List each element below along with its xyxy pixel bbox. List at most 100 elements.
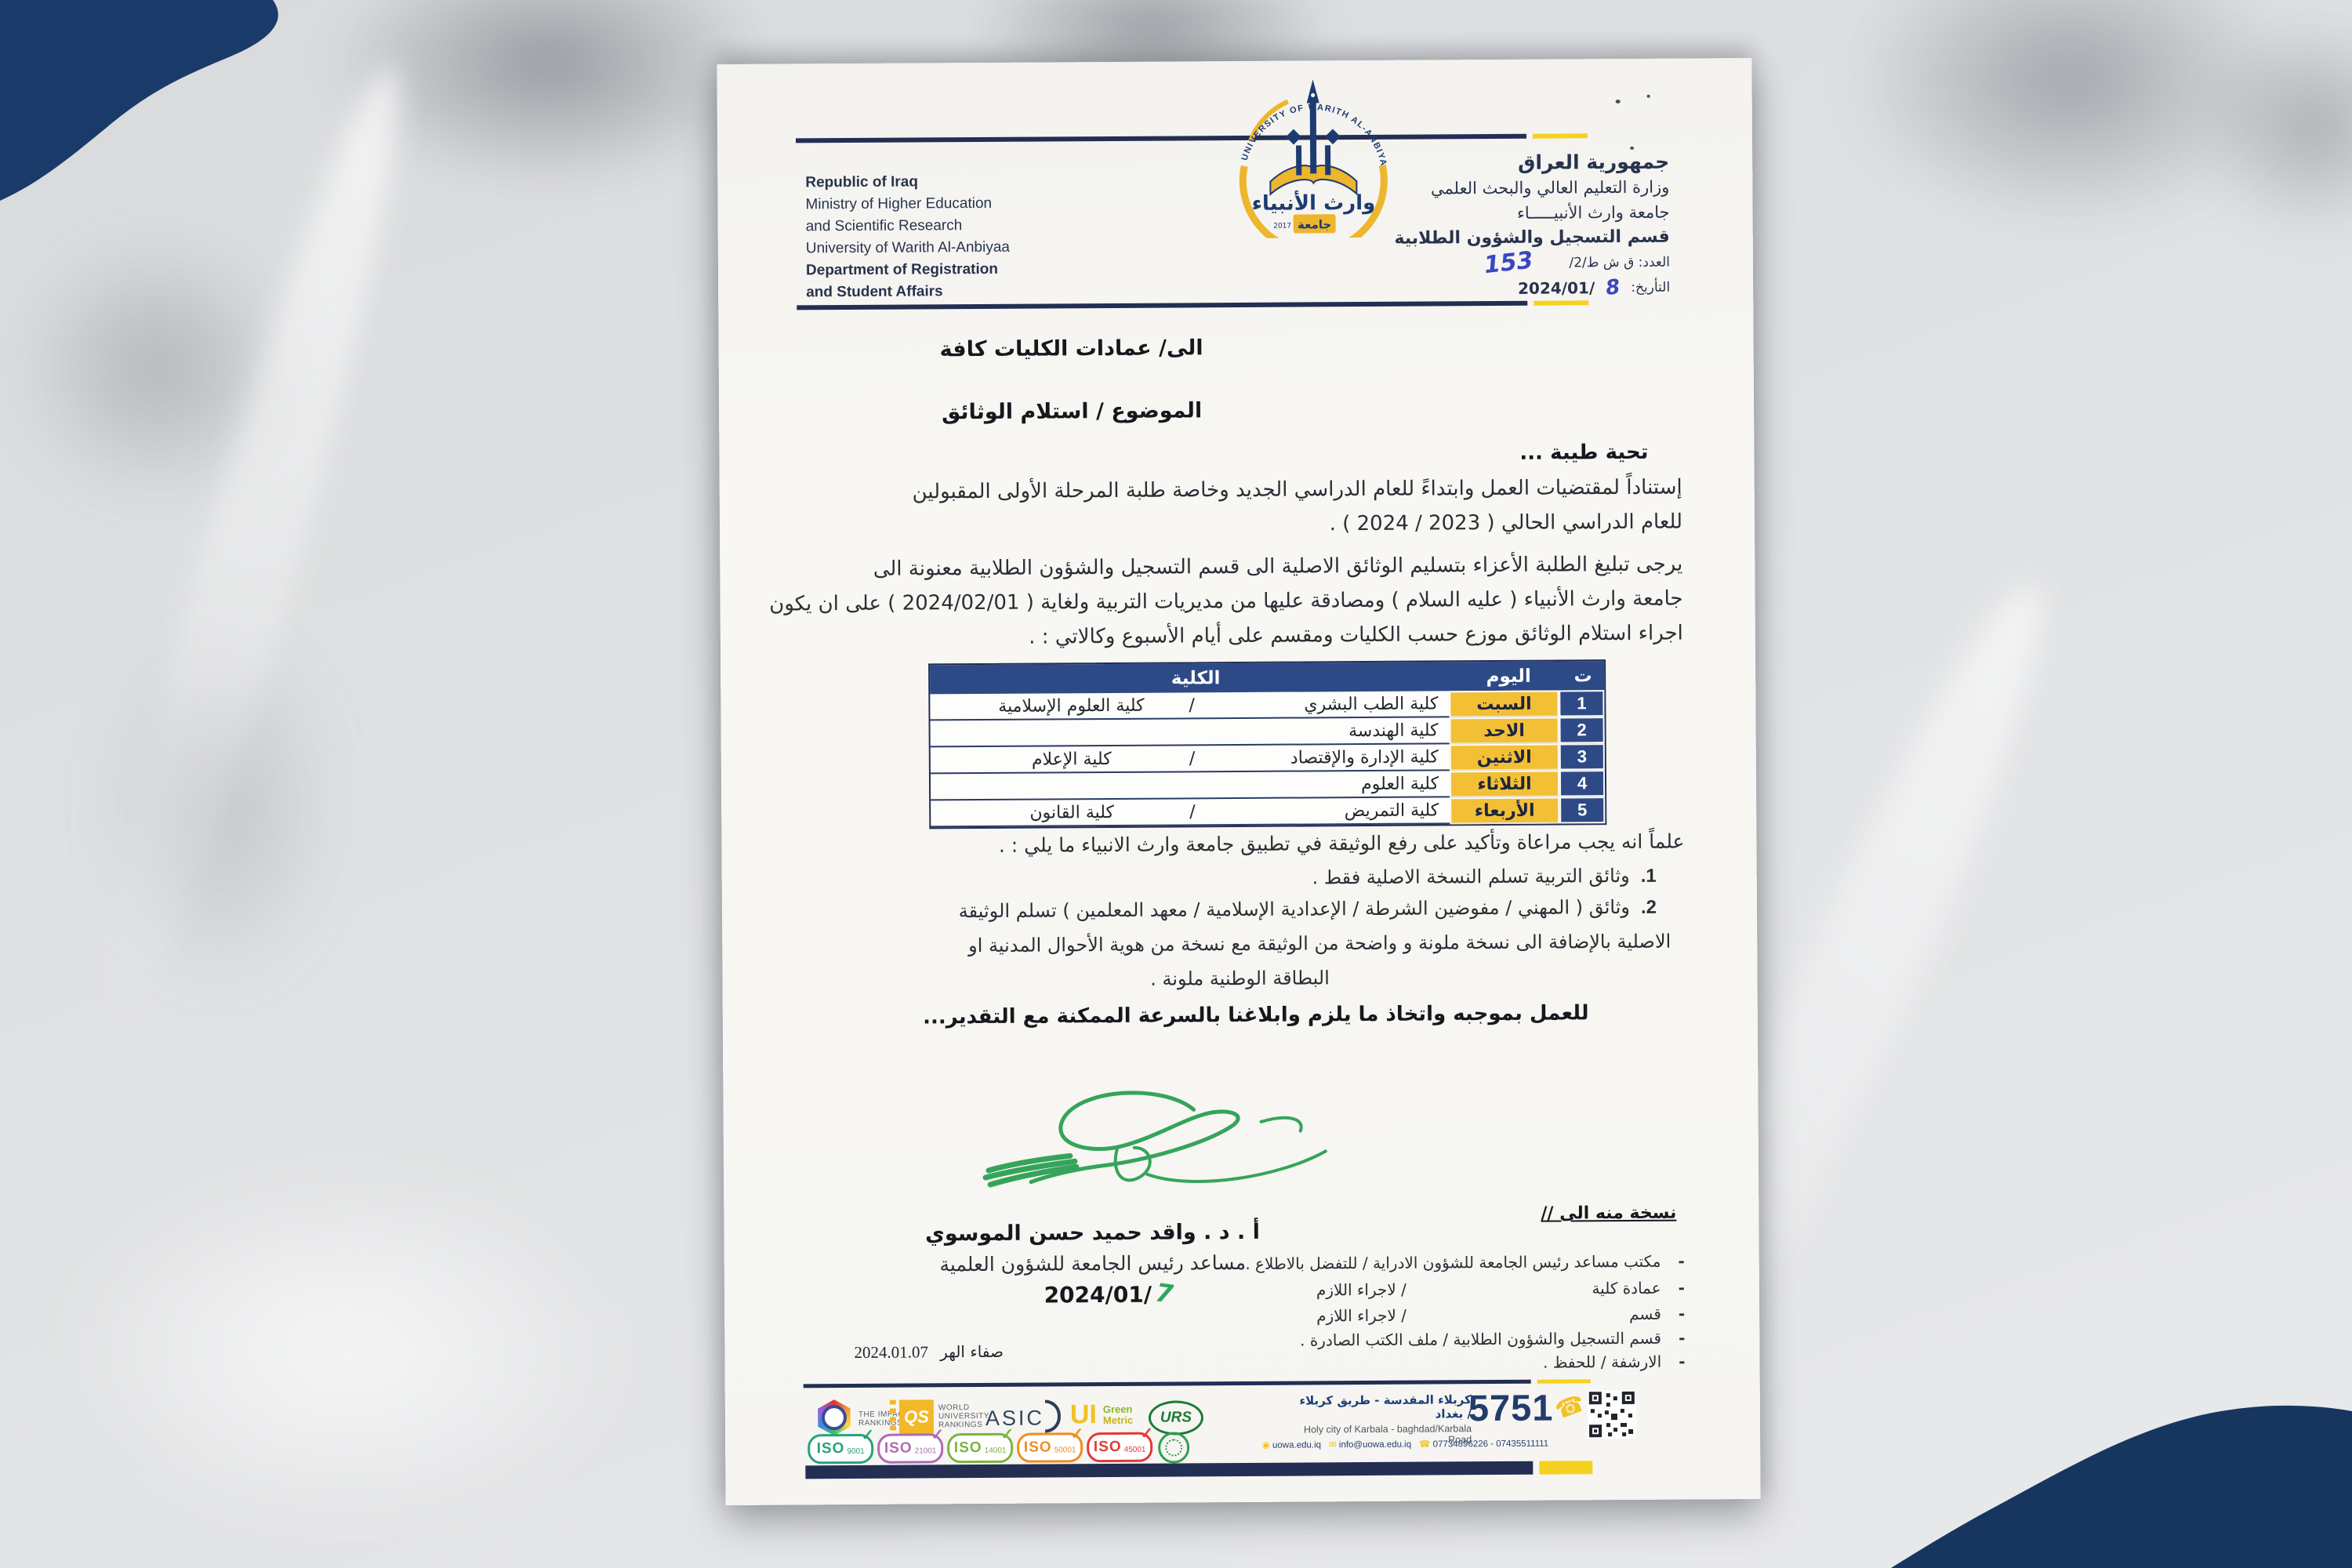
logo-year: 2017: [1273, 223, 1291, 230]
cc-bullet: -: [1678, 1328, 1686, 1348]
row-college: كلية التمريض / كلية القانون: [931, 797, 1450, 828]
body-paragraph2-line3: اجراء استلام الوثائق موزع حسب الكليات وم…: [1029, 621, 1683, 649]
phone-handset-icon: ☎: [1551, 1389, 1588, 1425]
row-no: 3: [1559, 743, 1605, 771]
logo-word: جامعة: [1298, 217, 1331, 231]
check-icon: [1070, 1424, 1083, 1443]
table-row: 5 الأربعاء كلية التمريض / كلية القانون: [931, 797, 1606, 828]
globe-icon: ◉: [1261, 1440, 1273, 1450]
logo-arc-text: UNIVERSITY OF WARITH AL-ANBIYAA: [1195, 71, 1388, 169]
row-no: 4: [1559, 770, 1606, 797]
row-college: كلية الهندسة: [930, 717, 1450, 748]
table-row: 2 الاحد كلية الهندسة: [930, 717, 1605, 748]
list-item-1-number: 1.: [1640, 865, 1657, 887]
footer-website: uowa.edu.iq: [1272, 1440, 1322, 1450]
iso-badge-45001: ISO 45001: [1087, 1432, 1153, 1463]
qs-label: WORLD UNIVERSITY RANKINGS: [938, 1403, 989, 1430]
top-left-wave: [0, 0, 278, 201]
letterhead-arabic: جمهورية العراق وزارة التعليم العالي والب…: [1394, 150, 1670, 302]
row-day: الأربعاء: [1450, 797, 1560, 825]
header-day: اليوم: [1486, 666, 1531, 687]
letterhead-english: Republic of Iraq Ministry of Higher Educ…: [805, 171, 1010, 304]
row-college: كلية العلوم: [930, 771, 1450, 801]
college-a: كلية الهندسة: [1348, 720, 1439, 742]
cc-item-action: / لاجراء اللازم: [1316, 1305, 1407, 1326]
laurel-wreath-icon: [1158, 1432, 1190, 1464]
letterhead-ministry-en: Ministry of Higher Education: [805, 194, 993, 213]
table-row: 1 السبت كلية الطب البشري / كلية العلوم ا…: [930, 690, 1605, 721]
impact-rankings-logo: [816, 1399, 852, 1436]
row-day: الاحد: [1449, 717, 1559, 745]
check-icon: [861, 1425, 874, 1445]
qs-logo: QS: [898, 1399, 935, 1435]
ref-number-handwritten: 153: [1483, 246, 1535, 280]
college-a: كلية التمريض: [1344, 800, 1439, 822]
letterhead-ministry-ar: وزارة التعليم العالي والبحث العلمي: [1430, 177, 1670, 198]
cc-item: -مكتب مساعد رئيس الجامعة للشؤون الادراية…: [1245, 1251, 1685, 1273]
list-item-2-line2: الاصلية بالإضافة الى نسخة ملونة و واضحة …: [968, 930, 1671, 957]
asic-swoosh-icon: [1044, 1399, 1062, 1433]
list-item-2-line1: 2. وثائق ( المهني / مفوضين الشرطة / الإعد…: [808, 896, 1657, 924]
row-no: 5: [1559, 797, 1606, 824]
cc-bullet: -: [1678, 1251, 1685, 1271]
footer-bottom-bar-accent: [1539, 1461, 1593, 1475]
phone-icon: ☎: [1419, 1439, 1433, 1450]
cc-item-action: / لاجراء اللازم: [1316, 1279, 1406, 1300]
date-value: 2024/01/: [1518, 278, 1595, 298]
cc-item-text: عمادة كلية: [1592, 1278, 1661, 1298]
iso-badge-9001: ISO 9001: [808, 1433, 874, 1465]
iso-badge-14001: ISO 14001: [947, 1432, 1014, 1464]
iso-badge-21001: ISO 21001: [877, 1433, 944, 1464]
row-college: كلية الإدارة والإقتصاد / كلية الإعلام: [930, 744, 1450, 775]
cc-item: -قسم التسجيل والشؤون الطلابية / ملف الكت…: [1261, 1329, 1685, 1350]
svg-text:UNIVERSITY OF WARITH AL-ANBIYA: UNIVERSITY OF WARITH AL-ANBIYAA: [1195, 71, 1388, 169]
college-separator: /: [1189, 695, 1195, 716]
university-logo: UNIVERSITY OF WARITH AL-ANBIYAA وارث الأ…: [1195, 71, 1388, 239]
subject-line: الموضوع / استلام الوثائق: [941, 398, 1203, 425]
cc-item-text: قسم: [1629, 1304, 1661, 1323]
ui-greenmetric-label: Green Metric: [1102, 1403, 1134, 1427]
row-no: 2: [1559, 717, 1605, 744]
cc-title: نسخة منه الى //: [1541, 1203, 1677, 1224]
recipient-line: الى/ عمادات الكليات كافة: [939, 336, 1203, 362]
scan-speck: [1630, 146, 1635, 150]
college-a: كلية الطب البشري: [1304, 694, 1439, 715]
cc-item: -قسم / لاجراء اللازم: [1261, 1305, 1685, 1326]
date-day-handwritten: 8: [1604, 275, 1621, 300]
letterhead-department-ar: قسم التسجيل والشؤون الطلابية: [1394, 227, 1670, 249]
bottom-right-wave: [1891, 1405, 2352, 1568]
signature-date-prefix: 2024/01/: [1044, 1281, 1152, 1308]
letterhead-country-en: Republic of Iraq: [805, 173, 918, 191]
college-b: كلية الإعلام: [1031, 749, 1112, 770]
mail-icon: ✉: [1328, 1440, 1339, 1450]
college-b: [954, 722, 1189, 724]
list-item-1-text: وثائق التربية تسلم النسخة الاصلية فقط .: [1312, 864, 1630, 889]
po-number-group: 5751 ☎: [1468, 1385, 1588, 1429]
list-item-2-text1: وثائق ( المهني / مفوضين الشرطة / الإعداد…: [958, 895, 1631, 923]
row-day: السبت: [1449, 690, 1559, 718]
letterhead-top-rule-accent: [1532, 133, 1588, 139]
header-college: الكلية: [1171, 667, 1221, 689]
letterhead-university-ar: جامعة وارث الأنبيـــــاء: [1516, 202, 1670, 223]
ref-number-label: العدد: ق ش ط/2/: [1569, 254, 1671, 271]
cc-bullet: -: [1679, 1352, 1686, 1371]
cc-item-text: الارشفة / للحفظ .: [1543, 1352, 1662, 1372]
greeting-line: تحية طيبة ...: [1519, 440, 1649, 465]
footer-links: ◉ uowa.edu.iq ✉ info@uowa.edu.iq ☎ 07734…: [1262, 1438, 1548, 1450]
scan-speck: [1615, 100, 1621, 104]
cc-bullet: -: [1678, 1278, 1686, 1298]
cc-item: -عمادة كلية / لاجراء اللازم: [1261, 1279, 1685, 1300]
letterhead-bottom-rule-accent: [1534, 300, 1589, 306]
scanned-letter: Republic of Iraq Ministry of Higher Educ…: [717, 57, 1761, 1506]
archive-stamp: صفاء الهر 2024.01.07: [854, 1342, 1004, 1363]
body-paragraph1-line1: إستناداً لمقتضيات العمل وابتداءً للعام ا…: [912, 475, 1682, 504]
po-number: 5751: [1468, 1386, 1554, 1429]
table-row: 4 الثلاثاء كلية العلوم: [930, 770, 1606, 801]
scan-speck: [1646, 94, 1650, 98]
college-a: كلية العلوم: [1361, 774, 1439, 795]
closing-line: للعمل بموجبه واتخاذ ما يلزم وابلاغنا بال…: [922, 1001, 1589, 1029]
qr-code: [1587, 1389, 1637, 1439]
check-icon: [1000, 1425, 1014, 1444]
